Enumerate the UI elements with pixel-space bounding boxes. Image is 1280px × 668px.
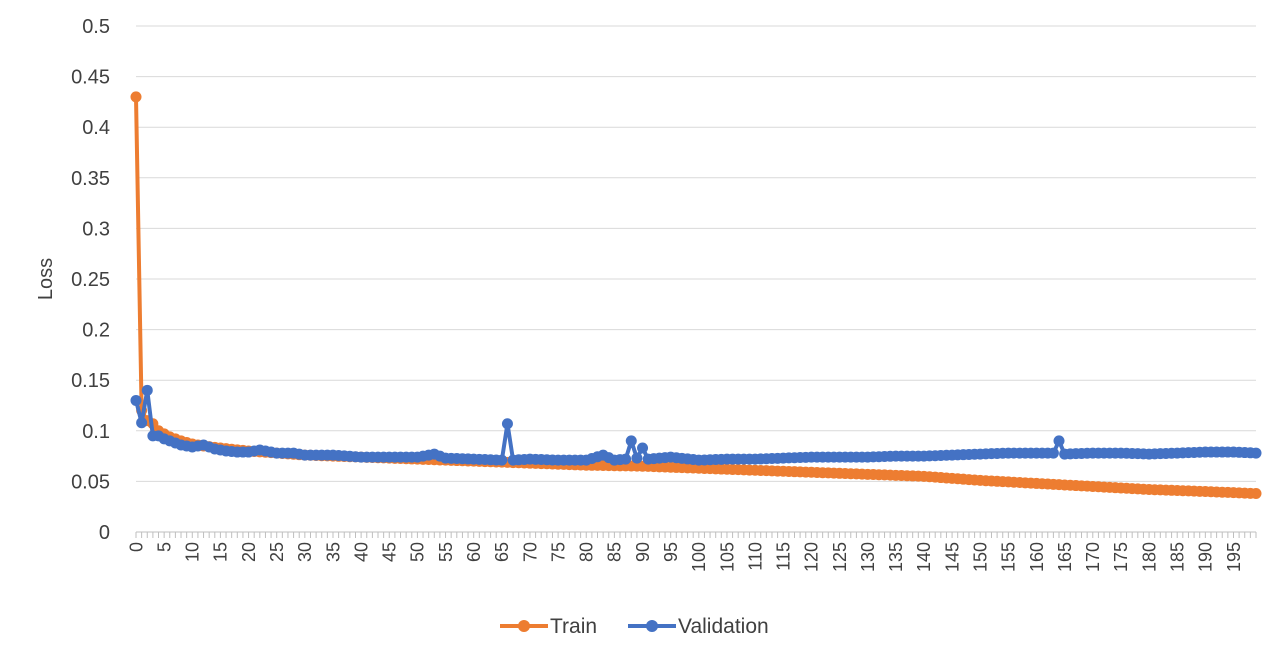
data-point-validation: [1250, 447, 1262, 459]
legend: Train Validation: [500, 615, 769, 638]
x-tick-label: 155: [999, 542, 1019, 572]
x-tick-label: 135: [886, 542, 906, 572]
data-point-validation: [631, 452, 643, 464]
x-tick-label: 165: [1055, 542, 1075, 572]
x-tick-label: 145: [942, 542, 962, 572]
x-tick-label: 80: [577, 542, 597, 562]
series-train: [130, 91, 1262, 500]
x-tick-label: 130: [858, 542, 878, 572]
data-point-train: [1250, 488, 1262, 500]
x-tick-label: 150: [971, 542, 991, 572]
x-axis: [135, 531, 1257, 538]
x-tick-label: 190: [1196, 542, 1216, 572]
x-tick-label: 115: [774, 542, 794, 571]
x-tick-label: 180: [1139, 542, 1159, 572]
series-validation: [130, 384, 1262, 466]
x-tick-label: 15: [211, 542, 231, 562]
legend-label: Train: [550, 615, 597, 638]
legend-item-validation: Validation: [628, 615, 769, 638]
data-point-validation: [141, 384, 153, 396]
legend-swatch-marker: [518, 620, 530, 632]
legend-swatch-marker: [646, 620, 658, 632]
x-tick-label: 65: [492, 542, 512, 562]
data-point-validation: [496, 454, 508, 466]
data-point-validation: [136, 417, 148, 429]
x-tick-label: 95: [661, 542, 681, 562]
y-tick-label: 0.05: [71, 471, 110, 493]
y-tick-label: 0.4: [82, 117, 110, 139]
legend-item-train: Train: [500, 615, 597, 638]
x-tick-label: 125: [830, 542, 850, 572]
x-tick-label: 10: [183, 542, 203, 562]
y-tick-label: 0.45: [71, 67, 110, 89]
data-point-validation: [130, 394, 142, 406]
x-tick-labels: 0 5 10 15 20 25 30 35 40 45 50 55 60 65 70 75 80 85 90 95 10…: [126, 542, 1243, 572]
x-tick-label: 20: [239, 542, 259, 562]
y-tick-label: 0: [99, 522, 110, 544]
x-tick-label: 120: [802, 542, 822, 572]
data-point-validation: [625, 435, 637, 447]
y-tick-label: 0.25: [71, 269, 110, 291]
x-tick-label: 160: [1027, 542, 1047, 572]
data-point-train: [130, 91, 142, 103]
x-tick-label: 25: [267, 542, 287, 562]
x-tick-label: 105: [717, 542, 737, 572]
y-axis-title: Loss: [35, 258, 57, 300]
data-point-validation: [1053, 435, 1065, 447]
x-tick-label: 5: [154, 542, 174, 552]
data-point-validation: [1047, 447, 1059, 459]
y-tick-label: 0.35: [71, 168, 110, 190]
x-tick-label: 170: [1083, 542, 1103, 572]
y-tick-label: 0.1: [82, 421, 110, 443]
x-tick-label: 40: [351, 542, 371, 562]
x-tick-label: 45: [380, 542, 400, 562]
x-tick-label: 75: [548, 542, 568, 562]
y-tick-label: 0.5: [82, 16, 110, 38]
series-line-train: [134, 96, 1257, 496]
x-tick-label: 90: [633, 542, 653, 562]
gridlines: [136, 25, 1256, 482]
data-point-validation: [620, 453, 632, 465]
x-tick-label: 110: [745, 542, 765, 571]
x-tick-label: 195: [1224, 542, 1244, 572]
data-point-validation: [637, 442, 649, 454]
data-point-validation: [501, 418, 513, 430]
y-tick-label: 0.3: [82, 218, 110, 240]
x-tick-label: 35: [323, 542, 343, 562]
x-tick-label: 60: [464, 542, 484, 562]
series-layer: [130, 91, 1262, 500]
x-tick-label: 30: [295, 542, 315, 562]
x-tick-label: 55: [436, 542, 456, 562]
y-tick-label: 0.2: [82, 320, 110, 342]
x-tick-label: 175: [1111, 542, 1131, 572]
x-tick-label: 50: [408, 542, 428, 562]
y-tick-label: 0.15: [71, 370, 110, 392]
legend-label: Validation: [678, 615, 769, 638]
x-tick-label: 0: [126, 542, 146, 552]
x-tick-label: 100: [689, 542, 709, 572]
x-tick-label: 85: [605, 542, 625, 562]
x-tick-label: 70: [520, 542, 540, 562]
x-tick-label: 185: [1168, 542, 1188, 572]
y-axis: 0 0.05 0.1 0.15 0.2 0.25 0.3 0.35 0.4 0.45 0.5: [71, 16, 110, 544]
x-tick-label: 140: [914, 542, 934, 572]
